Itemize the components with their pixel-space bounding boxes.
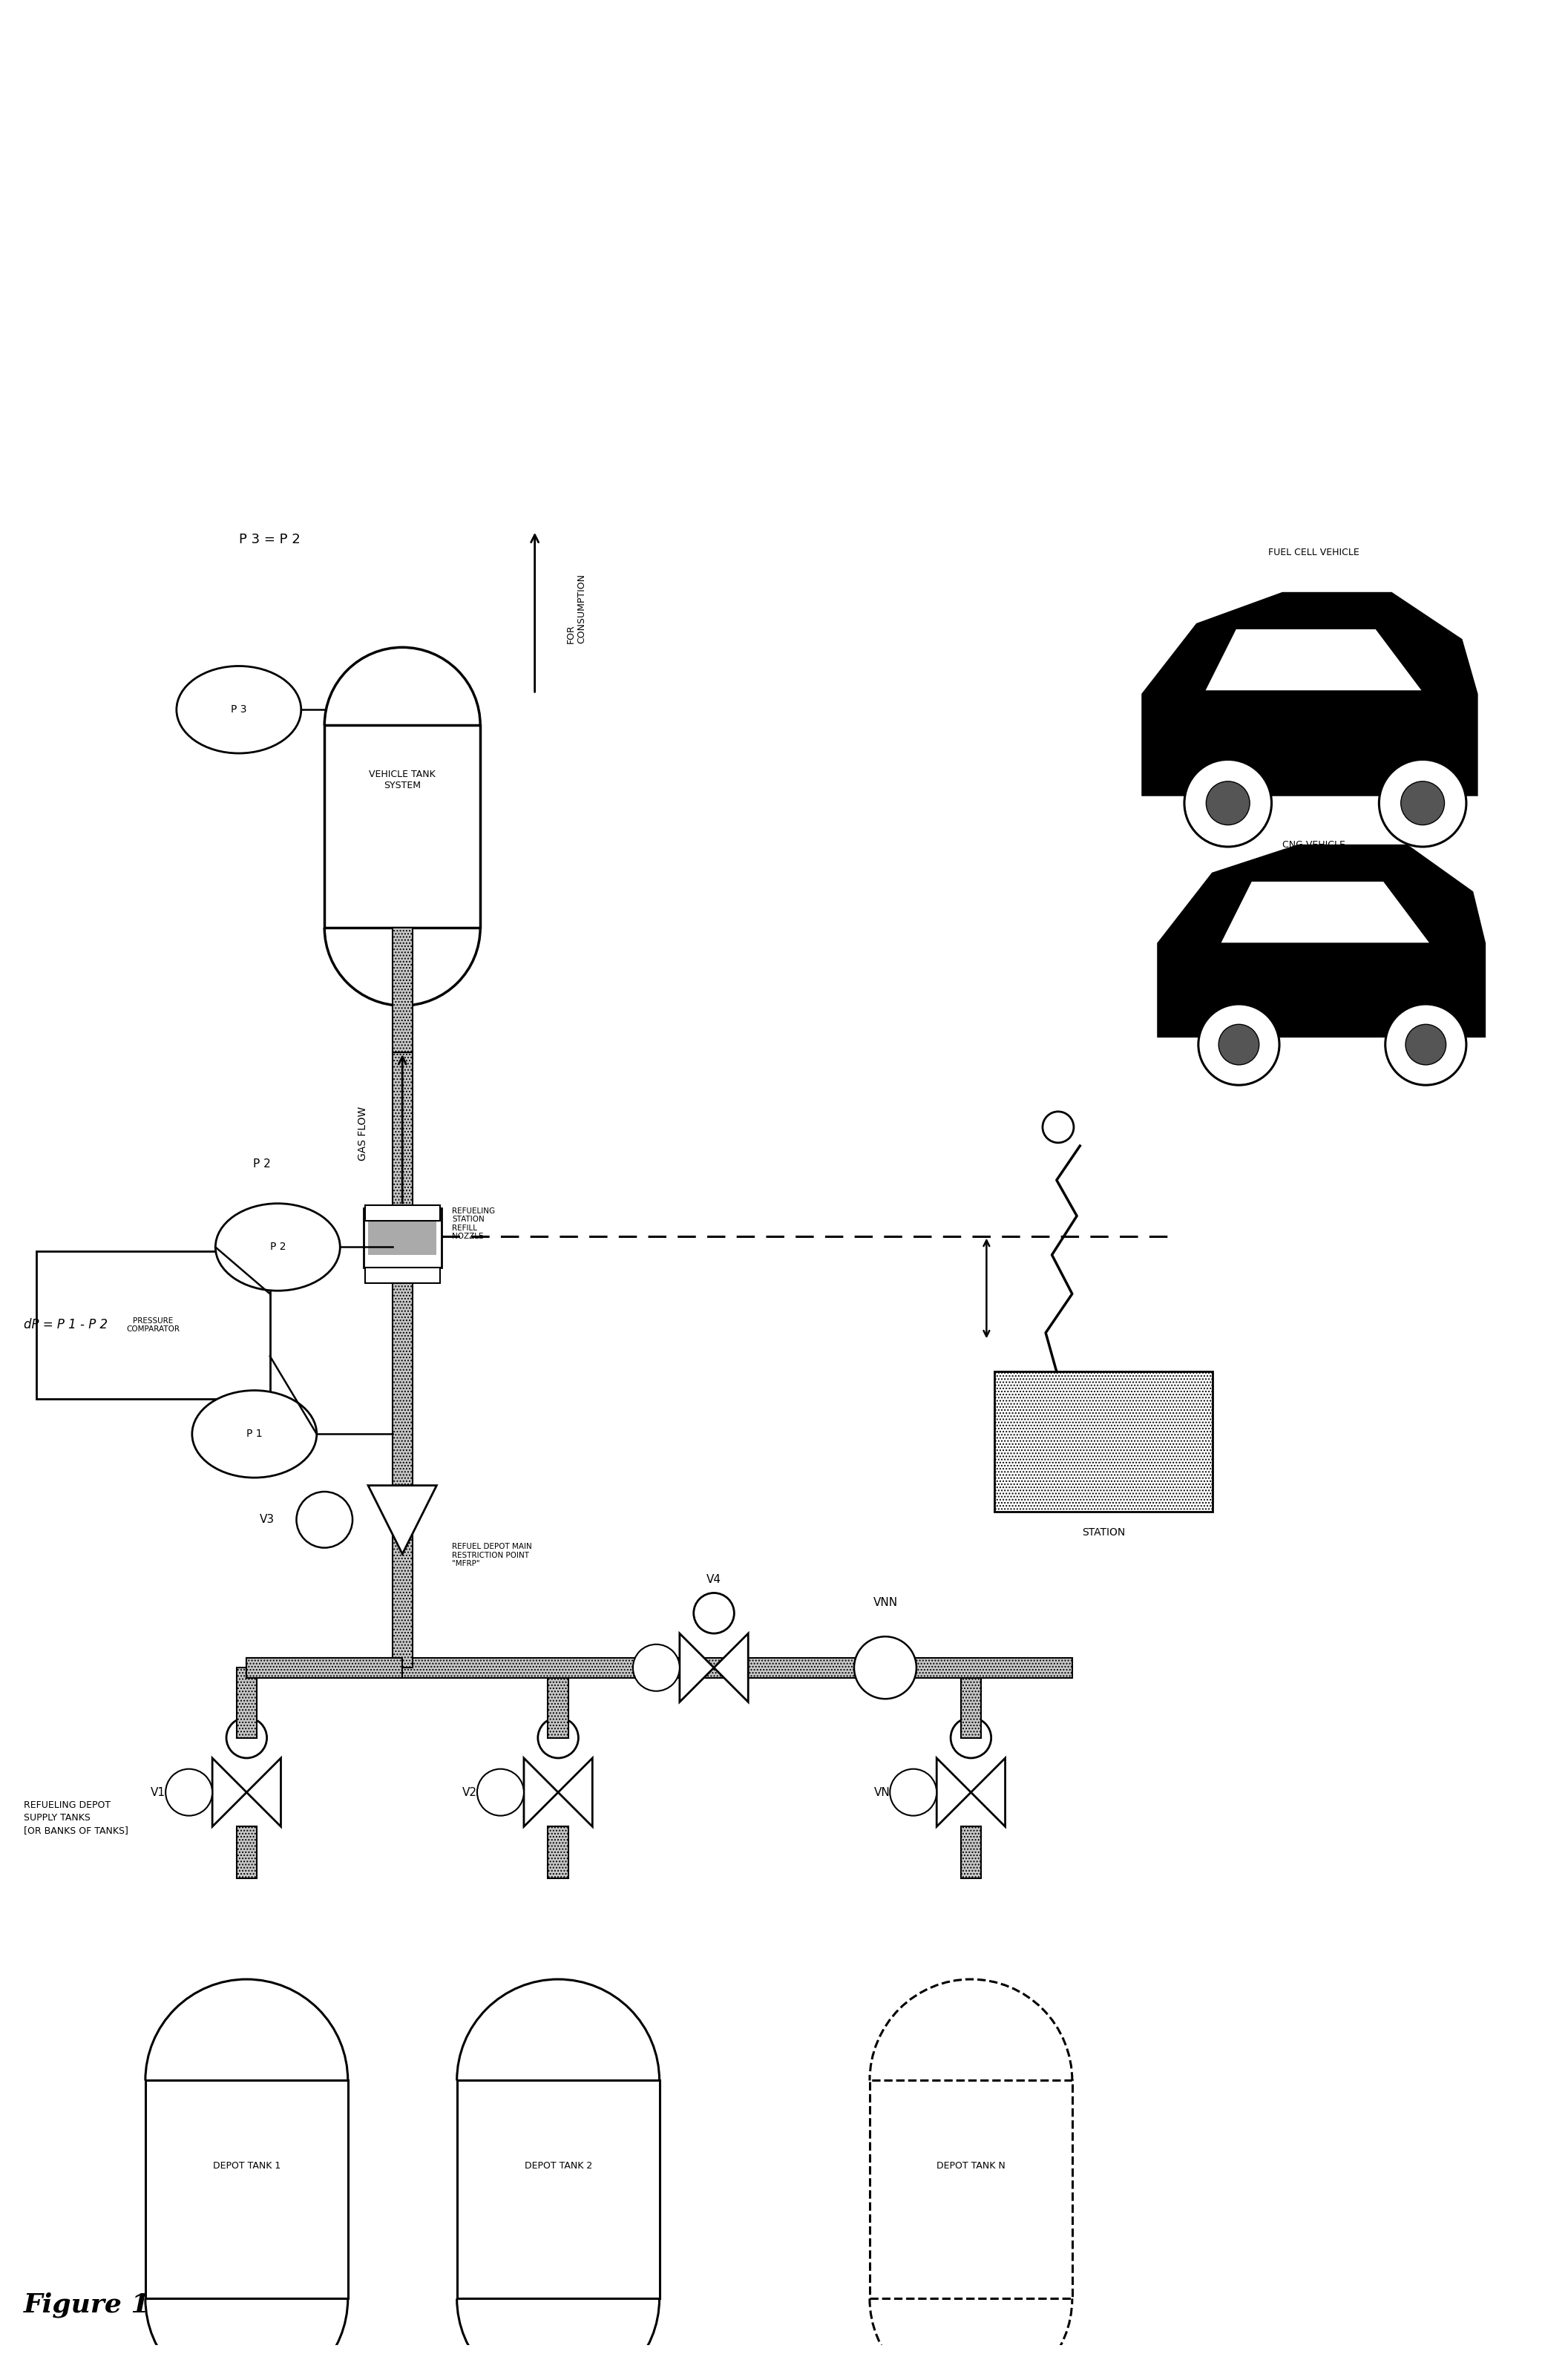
Bar [146,2081,348,2298]
Text: DEPOT TANK 1: DEPOT TANK 1 [213,2161,281,2170]
Text: Figure 1: Figure 1 [24,2293,151,2316]
Circle shape [166,1768,212,1815]
Circle shape [1043,1111,1074,1142]
Bar [237,1827,257,1878]
Circle shape [1198,1005,1279,1085]
Polygon shape [524,1758,558,1827]
Bar [246,1657,1073,1678]
Text: REFUELING DEPOT
SUPPLY TANKS
[OR BANKS OF TANKS]: REFUELING DEPOT SUPPLY TANKS [OR BANKS O… [24,1801,129,1836]
Bar [365,1205,439,1222]
Circle shape [1206,782,1250,824]
Circle shape [891,1768,936,1815]
Circle shape [1400,782,1444,824]
Circle shape [1184,760,1272,847]
Ellipse shape [215,1203,340,1290]
Polygon shape [1157,845,1485,1036]
Polygon shape [1142,593,1477,796]
Text: P 3: P 3 [230,704,246,716]
Bar [368,1222,436,1255]
Text: GAS FLOW: GAS FLOW [358,1106,368,1161]
Circle shape [693,1594,734,1634]
Bar [237,1667,257,1737]
Bar [547,1827,568,1878]
Text: dP = P 1 - P 2: dP = P 1 - P 2 [24,1318,108,1332]
Polygon shape [368,1485,436,1554]
Text: V2: V2 [463,1787,477,1798]
Circle shape [950,1718,991,1758]
Bar [870,2081,1073,2298]
Text: DEPOT TANK N: DEPOT TANK N [936,2161,1005,2170]
Bar [365,1266,439,1283]
Bar [325,725,480,927]
Polygon shape [246,1758,281,1827]
Text: P 2: P 2 [254,1158,271,1170]
Polygon shape [936,1758,971,1827]
Circle shape [296,1492,353,1547]
Polygon shape [971,1758,1005,1827]
Text: P 1: P 1 [246,1429,262,1438]
Text: VNN: VNN [873,1598,897,1608]
Circle shape [1378,760,1466,847]
Text: V1: V1 [151,1787,166,1798]
Bar [456,2081,660,2298]
Text: REFUELING
STATION
REFILL
NOZZLE: REFUELING STATION REFILL NOZZLE [452,1208,495,1241]
Bar [364,1208,441,1266]
Text: P 3 = P 2: P 3 = P 2 [240,532,301,546]
Polygon shape [1220,880,1430,944]
Text: STATION: STATION [1082,1528,1124,1537]
Circle shape [1385,1005,1466,1085]
Polygon shape [679,1634,713,1702]
Text: FOR
CONSUMPTION: FOR CONSUMPTION [566,574,586,643]
Text: V3: V3 [260,1514,274,1525]
Circle shape [538,1718,579,1758]
Polygon shape [558,1758,593,1827]
Circle shape [855,1636,916,1700]
Bar [36,1250,270,1398]
Text: PRESSURE
COMPARATOR: PRESSURE COMPARATOR [127,1316,180,1332]
Circle shape [477,1768,524,1815]
Ellipse shape [177,666,301,753]
Bar [994,1372,1212,1511]
Circle shape [1218,1024,1259,1064]
Polygon shape [713,1634,748,1702]
Bar [246,1657,403,1678]
Bar [325,725,480,927]
Bar [392,1052,412,1667]
Circle shape [1405,1024,1446,1064]
Bar [456,2081,660,2298]
Bar [547,1667,568,1737]
Text: VEHICLE TANK
SYSTEM: VEHICLE TANK SYSTEM [368,770,436,791]
Text: V4: V4 [707,1575,721,1584]
Circle shape [633,1645,679,1690]
Text: P 2: P 2 [270,1243,285,1252]
Text: DEPOT TANK 2: DEPOT TANK 2 [524,2161,593,2170]
Text: FUEL CELL VEHICLE: FUEL CELL VEHICLE [1269,548,1359,558]
Bar [961,1827,982,1878]
Bar [392,927,412,1052]
Circle shape [226,1718,267,1758]
Text: CNG VEHICLE: CNG VEHICLE [1283,840,1345,850]
Text: VN: VN [873,1787,891,1798]
Text: REFUEL DEPOT MAIN
RESTRICTION POINT
"MFRP": REFUEL DEPOT MAIN RESTRICTION POINT "MFR… [452,1544,532,1568]
Ellipse shape [191,1391,317,1478]
Bar [961,1667,982,1737]
Polygon shape [212,1758,246,1827]
Bar [870,2081,1073,2298]
Bar [146,2081,348,2298]
Polygon shape [1204,629,1422,692]
